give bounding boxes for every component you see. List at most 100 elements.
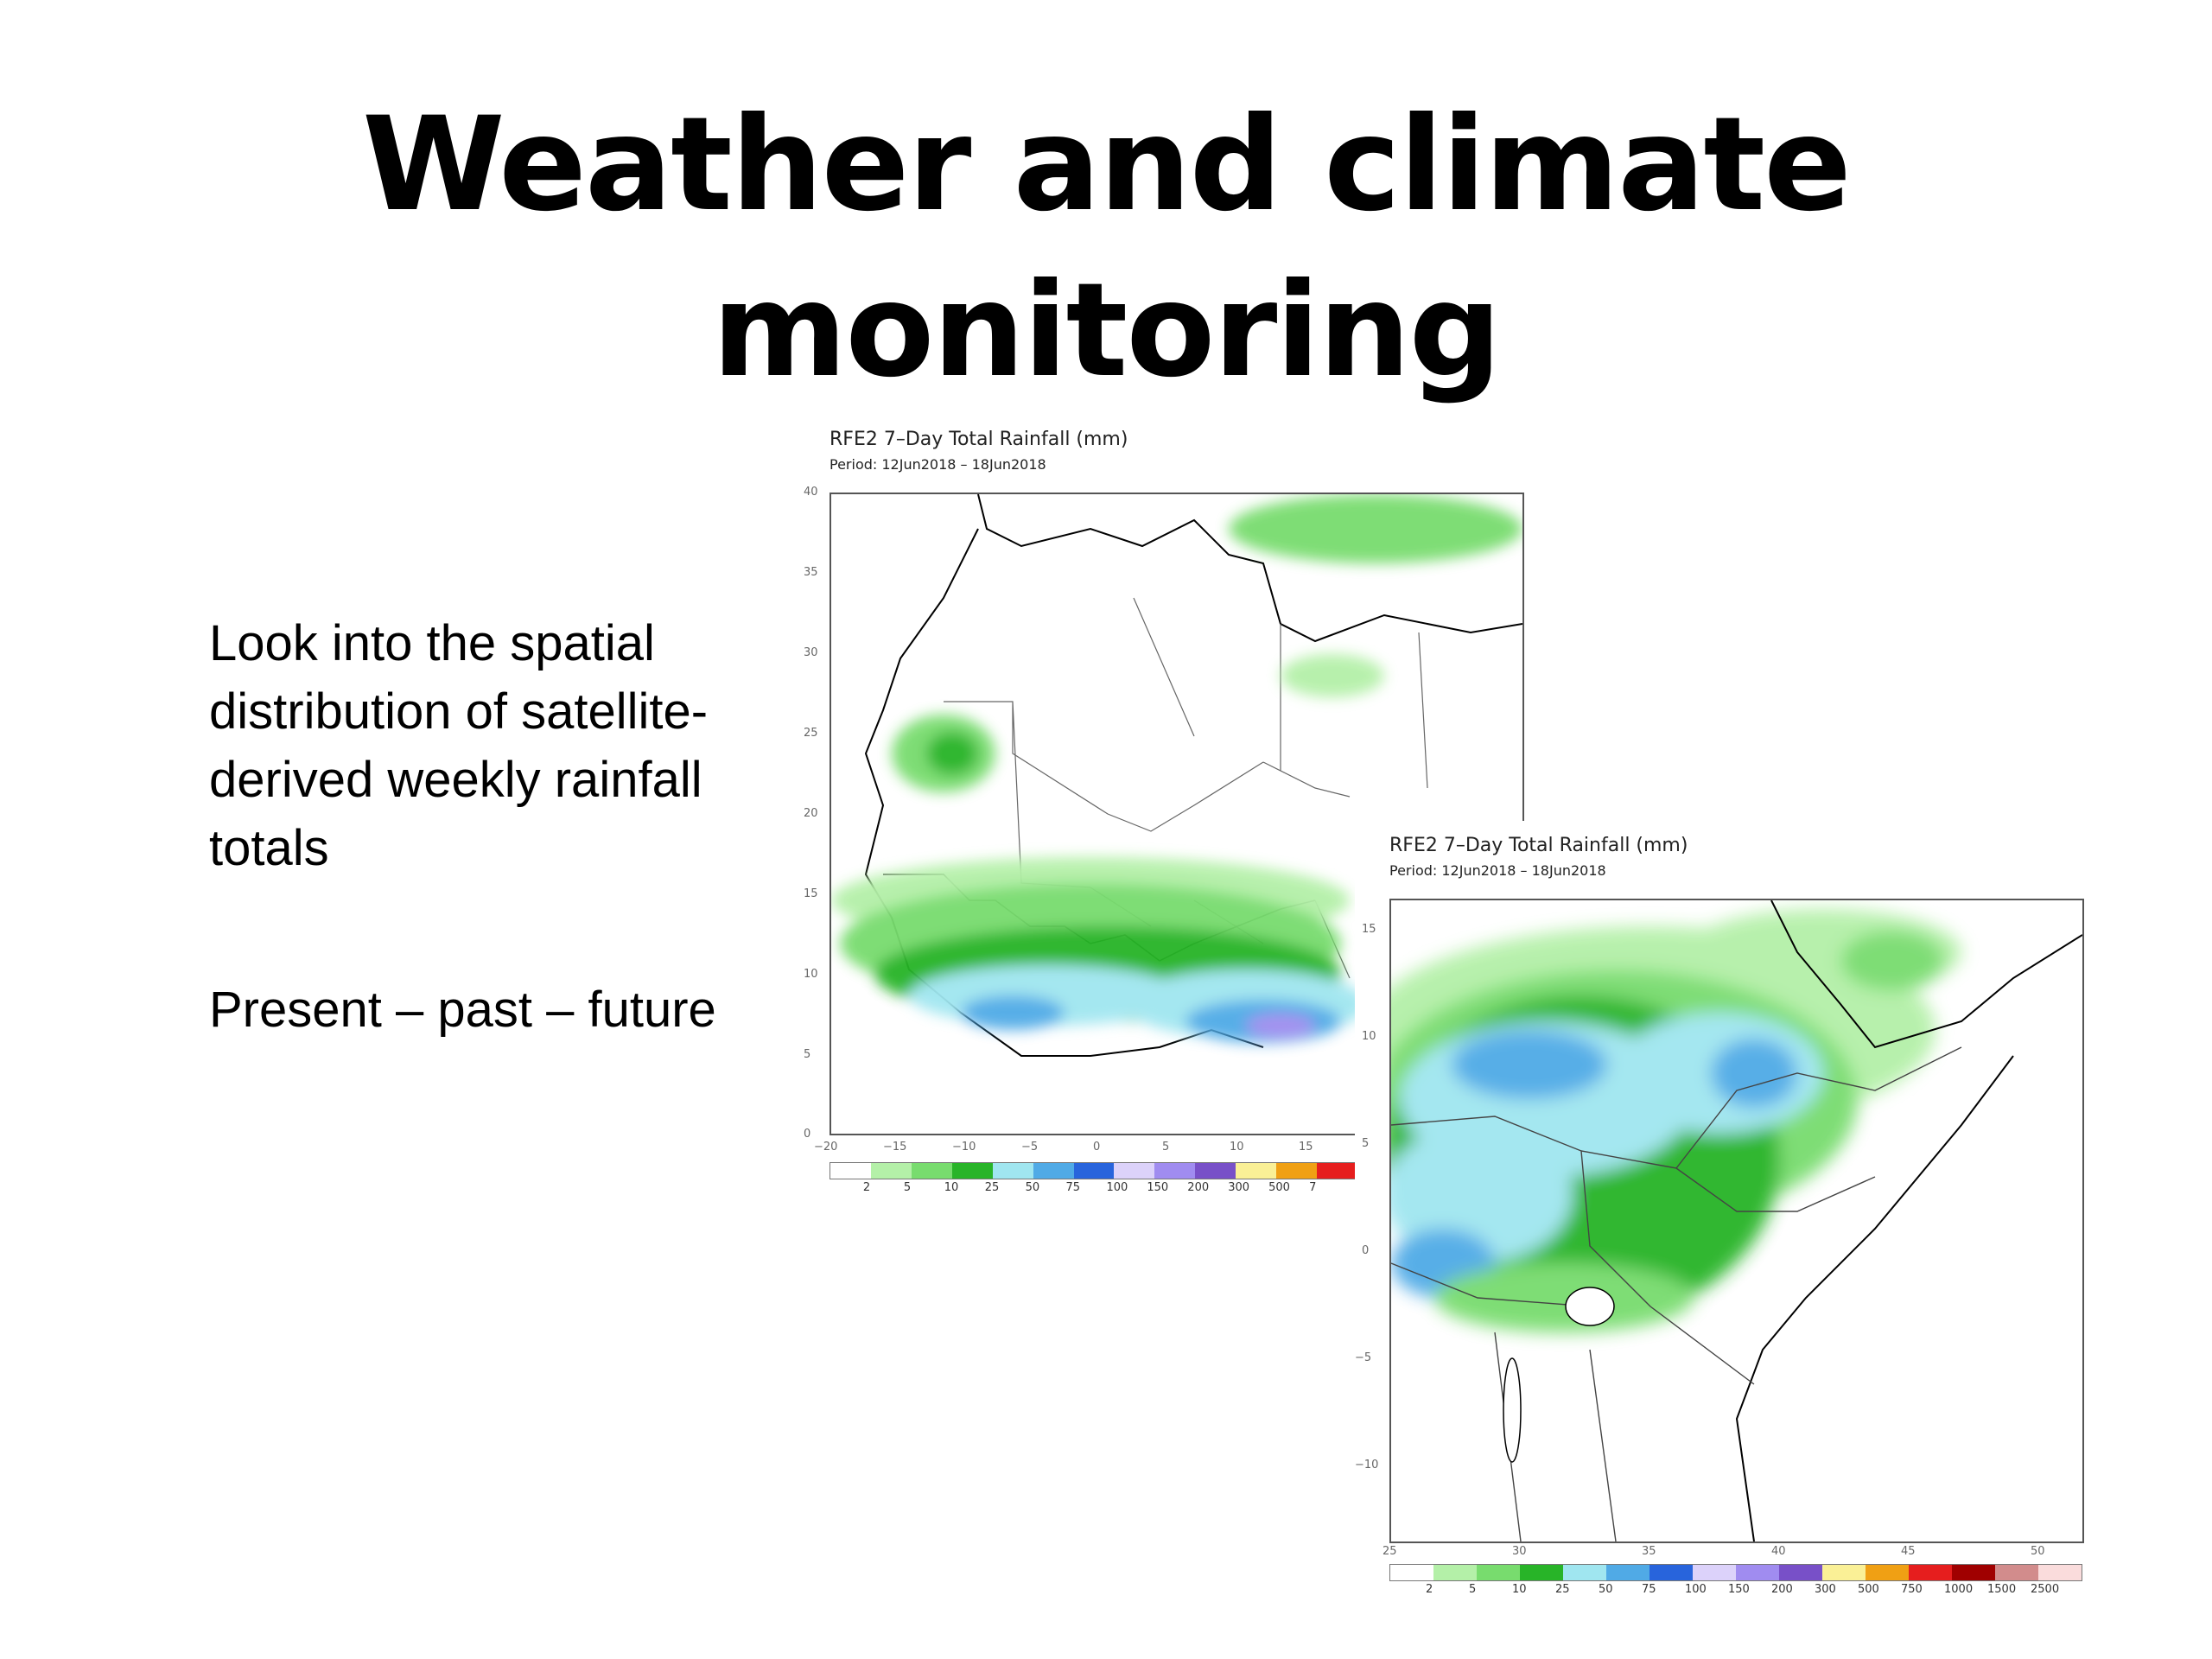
lat-tick: −10 [1355, 1459, 1379, 1471]
lat-tick: 10 [1362, 1030, 1376, 1043]
lat-tick: 10 [804, 968, 818, 981]
colorbar-label: 10 [1512, 1583, 1527, 1596]
colorbar-label: 150 [1147, 1181, 1169, 1194]
lon-tick: 15 [1299, 1141, 1313, 1154]
colorbar-label: 300 [1815, 1583, 1836, 1596]
lon-tick: −15 [883, 1141, 907, 1154]
colorbar-segment [1779, 1565, 1822, 1580]
lon-tick: 10 [1230, 1141, 1244, 1154]
map-frame [830, 493, 1524, 1135]
lon-tick: 50 [2031, 1545, 2045, 1558]
lat-tick: 40 [804, 486, 818, 499]
lon-tick: −10 [952, 1141, 976, 1154]
lon-tick: 30 [1512, 1545, 1527, 1558]
colorbar-label: 500 [1858, 1583, 1879, 1596]
lon-tick: 5 [1162, 1141, 1170, 1154]
rainfall-colorbar [1389, 1564, 2082, 1581]
lon-tick: 35 [1642, 1545, 1656, 1558]
colorbar-segment [830, 1163, 871, 1179]
colorbar-label: 25 [1555, 1583, 1570, 1596]
rainfall-colorbar [830, 1162, 1358, 1179]
colorbar-segment [2038, 1565, 2082, 1580]
lon-tick: 40 [1771, 1545, 1786, 1558]
colorbar-label: 200 [1187, 1181, 1210, 1194]
lat-tick: 5 [1362, 1137, 1370, 1150]
map-title: RFE2 7–Day Total Rainfall (mm) [830, 429, 1128, 450]
colorbar-label: 10 [944, 1181, 959, 1194]
colorbar-label: 100 [1106, 1181, 1128, 1194]
timeframe-text: Present – past – future [209, 982, 716, 1038]
colorbar-label: 1500 [1987, 1583, 2017, 1596]
colorbar-label: 150 [1728, 1583, 1750, 1596]
west-africa-rainfall-map: RFE2 7–Day Total Rainfall (mm) Period: 1… [804, 415, 1524, 1210]
lat-tick: 20 [804, 807, 818, 820]
colorbar-segment [992, 1163, 1033, 1179]
colorbar-label: 1000 [1944, 1583, 1974, 1596]
colorbar-label: 25 [984, 1181, 1000, 1194]
map-period: Period: 12Jun2018 – 18Jun2018 [830, 456, 1046, 473]
east-africa-rainfall-map: RFE2 7–Day Total Rainfall (mm) Period: 1… [1355, 821, 2098, 1596]
colorbar-segment [1073, 1163, 1115, 1179]
colorbar-label: 2 [1426, 1583, 1433, 1596]
colorbar-segment [1563, 1565, 1606, 1580]
colorbar-label: 200 [1771, 1583, 1793, 1596]
colorbar-segment [1866, 1565, 1909, 1580]
colorbar-segment [1822, 1565, 1866, 1580]
slide-title: Weather and climate monitoring [0, 82, 2212, 414]
colorbar-segment [1736, 1565, 1779, 1580]
lat-tick: −5 [1355, 1351, 1372, 1364]
colorbar-label: 2 [862, 1181, 871, 1194]
lon-tick: 0 [1093, 1141, 1101, 1154]
colorbar-segment [1433, 1565, 1477, 1580]
colorbar-segment [1693, 1565, 1736, 1580]
lat-tick: 25 [804, 727, 818, 740]
colorbar-segment [951, 1163, 993, 1179]
rainfall-map-svg [1391, 900, 2082, 1541]
colorbar-segment [1477, 1565, 1520, 1580]
colorbar-label: 50 [1025, 1181, 1040, 1194]
colorbar-label: 750 [1901, 1583, 1923, 1596]
lat-tick: 15 [804, 887, 818, 900]
map-title: RFE2 7–Day Total Rainfall (mm) [1389, 835, 1688, 856]
colorbar-label: 50 [1599, 1583, 1613, 1596]
lon-tick: −5 [1021, 1141, 1039, 1154]
colorbar-segment [1390, 1565, 1433, 1580]
colorbar-segment [1995, 1565, 2038, 1580]
map-period: Period: 12Jun2018 – 18Jun2018 [1389, 862, 1606, 879]
slide-body: Look into the spatial distribution of sa… [209, 609, 745, 1044]
colorbar-segment [1606, 1565, 1649, 1580]
lat-tick: 0 [1362, 1244, 1370, 1257]
lat-tick: 0 [804, 1128, 811, 1141]
colorbar-label: 2500 [2031, 1583, 2060, 1596]
colorbar-label: 5 [1469, 1583, 1477, 1596]
lat-tick: 35 [804, 566, 818, 579]
colorbar-segment [1952, 1565, 1995, 1580]
lat-tick: 30 [804, 646, 818, 659]
colorbar-segment [1649, 1565, 1693, 1580]
colorbar-segment [911, 1163, 952, 1179]
colorbar-label: 75 [1065, 1181, 1081, 1194]
colorbar-label: 75 [1642, 1583, 1656, 1596]
colorbar-segment [1276, 1163, 1318, 1179]
colorbar-label: 100 [1685, 1583, 1707, 1596]
lat-tick: 15 [1362, 923, 1376, 936]
colorbar-segment [870, 1163, 912, 1179]
lon-tick: −20 [814, 1141, 838, 1154]
slide-title-line2: monitoring [712, 256, 1502, 406]
colorbar-label: 5 [903, 1181, 912, 1194]
colorbar-label: 500 [1268, 1181, 1290, 1194]
lat-tick: 5 [804, 1048, 811, 1061]
colorbar-segment [1114, 1163, 1155, 1179]
colorbar-segment [1520, 1565, 1563, 1580]
lon-tick: 45 [1901, 1545, 1916, 1558]
colorbar-segment [1195, 1163, 1236, 1179]
rainfall-map-svg [831, 494, 1522, 1057]
description-text: Look into the spatial distribution of sa… [209, 615, 709, 876]
colorbar-segment [1154, 1163, 1196, 1179]
lon-tick: 25 [1382, 1545, 1397, 1558]
map-frame [1389, 899, 2084, 1543]
slide-title-line1: Weather and climate [362, 90, 1852, 240]
colorbar-segment [1317, 1163, 1357, 1179]
colorbar-segment [1909, 1565, 1952, 1580]
colorbar-label: 7 [1309, 1181, 1317, 1194]
